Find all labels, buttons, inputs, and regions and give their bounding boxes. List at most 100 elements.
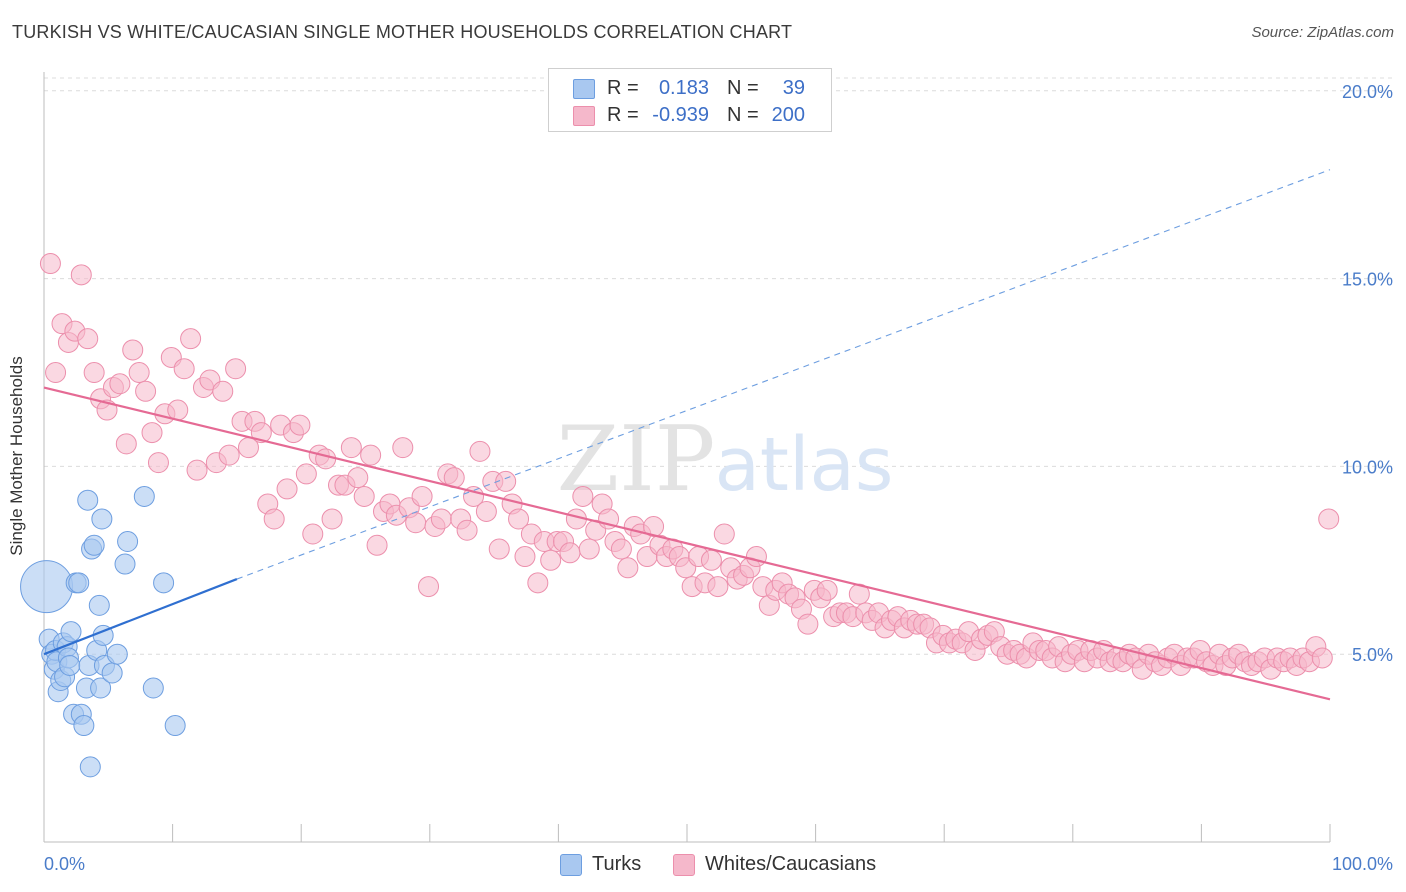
y-tick-label-3: 20.0% xyxy=(1342,82,1393,102)
whites-point-40 xyxy=(295,463,317,485)
whites-point-198 xyxy=(1318,508,1340,530)
turks-point-26 xyxy=(88,594,110,616)
turks-point-36 xyxy=(142,677,164,699)
legend-r-label: R = xyxy=(607,77,639,99)
whites-point-22 xyxy=(180,328,202,350)
turks-point-33 xyxy=(114,553,136,575)
whites-point-78 xyxy=(540,549,562,571)
legend-row-turks: R = 0.183 N = 39 xyxy=(549,75,831,101)
legend-r-value-turks: 0.183 xyxy=(658,77,709,99)
turks-point-34 xyxy=(117,531,139,553)
x-tick-label-0: 0.0% xyxy=(44,854,85,874)
legend-swatch-turks xyxy=(560,854,582,876)
whites-point-16 xyxy=(141,422,163,444)
whites-point-76 xyxy=(527,572,549,594)
turks-point-13 xyxy=(60,621,82,643)
whites-point-59 xyxy=(418,576,440,598)
legend-r-label: R = xyxy=(607,104,639,126)
whites-point-20 xyxy=(167,399,189,421)
whites-point-199 xyxy=(1311,647,1333,669)
turks-point-12 xyxy=(59,654,81,676)
legend-label-whites: Whites/Caucasians xyxy=(705,853,877,875)
series-turks xyxy=(20,485,186,778)
whites-point-5 xyxy=(70,264,92,286)
whites-point-81 xyxy=(559,542,581,564)
whites-point-105 xyxy=(713,523,735,545)
whites-point-118 xyxy=(797,613,819,635)
whites-point-94 xyxy=(643,515,665,537)
whites-point-55 xyxy=(392,437,414,459)
whites-point-84 xyxy=(578,538,600,560)
whites-point-57 xyxy=(405,512,427,534)
watermark: ZIP atlas xyxy=(557,407,894,512)
series-whites-caucasians xyxy=(39,253,1340,680)
y-tick-label-1: 10.0% xyxy=(1342,457,1393,477)
whites-point-43 xyxy=(315,448,337,470)
trend-line-whites xyxy=(43,386,1331,701)
whites-point-65 xyxy=(456,519,478,541)
whites-point-29 xyxy=(225,358,247,380)
legend-n-value-turks: 39 xyxy=(782,77,805,99)
whites-point-104 xyxy=(707,576,729,598)
trend-line-turks xyxy=(43,578,238,656)
whites-point-15 xyxy=(135,380,157,402)
whites-point-12 xyxy=(115,433,137,455)
y-tick-label-2: 15.0% xyxy=(1342,270,1393,290)
turks-point-38 xyxy=(164,715,186,737)
whites-point-48 xyxy=(347,467,369,489)
whites-point-37 xyxy=(276,478,298,500)
turks-point-27 xyxy=(90,677,112,699)
whites-point-68 xyxy=(475,500,497,522)
legend-row-whites: R = -0.939 N = 200 xyxy=(549,102,831,128)
turks-point-31 xyxy=(101,662,123,684)
whites-point-71 xyxy=(495,470,517,492)
whites-point-35 xyxy=(263,508,285,530)
legend-r-value-whites: -0.939 xyxy=(652,104,709,126)
turks-point-32 xyxy=(106,643,128,665)
whites-point-103 xyxy=(700,549,722,571)
chart-title: TURKISH VS WHITE/CAUCASIAN SINGLE MOTHER… xyxy=(12,22,793,42)
whites-point-90 xyxy=(617,557,639,579)
whites-point-50 xyxy=(360,444,382,466)
turks-point-28 xyxy=(91,508,113,530)
whites-point-6 xyxy=(77,328,99,350)
whites-point-33 xyxy=(250,422,272,444)
legend-n-label: N = xyxy=(727,104,759,126)
whites-point-49 xyxy=(353,485,375,507)
whites-point-51 xyxy=(366,534,388,556)
legend-n-value-whites: 200 xyxy=(771,104,805,126)
whites-point-23 xyxy=(186,459,208,481)
whites-point-73 xyxy=(508,508,530,530)
whites-point-17 xyxy=(147,452,169,474)
legend-swatch-turks xyxy=(573,79,595,99)
whites-point-61 xyxy=(430,508,452,530)
turks-point-24 xyxy=(83,534,105,556)
chart-source: Source: ZipAtlas.com xyxy=(1251,24,1394,41)
whites-point-27 xyxy=(212,380,234,402)
legend-label-turks: Turks xyxy=(592,853,642,875)
whites-point-0 xyxy=(39,253,61,275)
turks-point-21 xyxy=(77,489,99,511)
trend-line-turks-extension xyxy=(236,169,1331,580)
whites-point-121 xyxy=(816,579,838,601)
turks-point-18 xyxy=(73,715,95,737)
whites-point-11 xyxy=(109,373,131,395)
whites-point-13 xyxy=(122,339,144,361)
whites-point-110 xyxy=(745,546,767,568)
watermark-atlas: atlas xyxy=(715,422,894,508)
whites-point-67 xyxy=(469,440,491,462)
tick-labels: 5.0% 10.0% 15.0% 20.0% 0.0% 100.0% xyxy=(44,82,1393,874)
whites-point-74 xyxy=(514,546,536,568)
legend-swatch-whites xyxy=(573,106,595,126)
whites-point-7 xyxy=(83,361,105,383)
series-legend: Turks Whites/Caucasians xyxy=(0,850,1406,878)
legend-n-label: N = xyxy=(727,77,759,99)
whites-point-41 xyxy=(302,523,324,545)
whites-point-1 xyxy=(45,361,67,383)
whites-point-58 xyxy=(411,485,433,507)
correlation-legend: R = 0.183 N = 39 R = -0.939 N = 200 xyxy=(548,68,832,132)
whites-point-28 xyxy=(218,444,240,466)
x-tick-label-1: 100.0% xyxy=(1332,854,1393,874)
turks-point-22 xyxy=(79,756,101,778)
